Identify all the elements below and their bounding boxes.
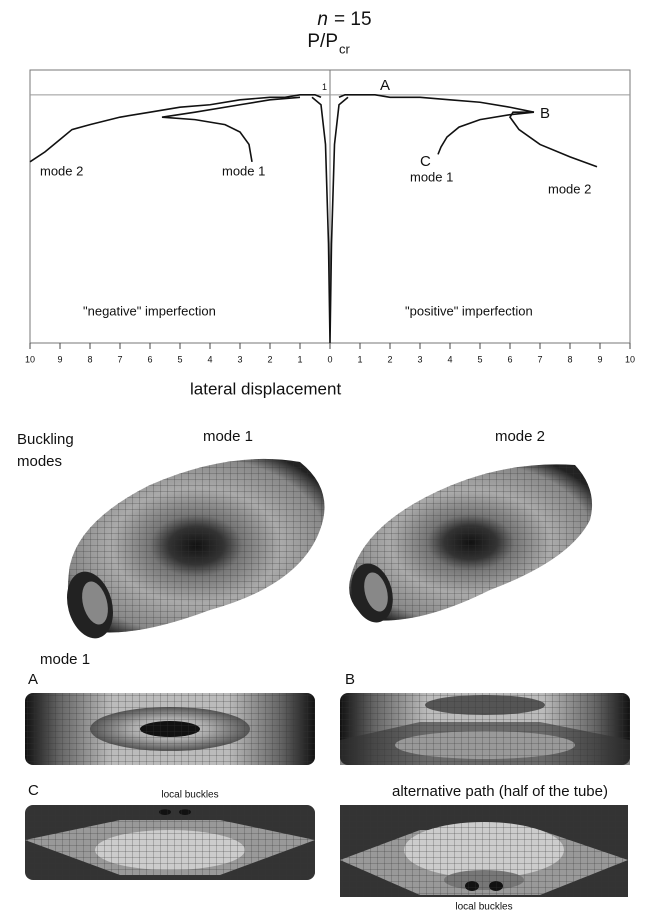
caption: mode 1 [40, 651, 90, 668]
x-tick-label: 0 [327, 354, 332, 364]
annotation: "positive" imperfection [405, 303, 533, 318]
x-tick-label: 4 [447, 354, 452, 364]
caption: local buckles [161, 790, 218, 801]
annotation: mode 2 [548, 181, 591, 196]
x-tick-label: 10 [625, 354, 635, 364]
annotation: "negative" imperfection [83, 303, 216, 318]
annotation: mode 1 [222, 163, 265, 178]
curve [510, 112, 597, 167]
panel-label: C [28, 782, 39, 799]
x-tick-label: 3 [237, 354, 242, 364]
x-tick-label: 1 [297, 354, 302, 364]
x-tick-label: 2 [267, 354, 272, 364]
x-tick-label: 3 [417, 354, 422, 364]
y-label-sub: cr [339, 41, 351, 56]
panel-label: B [345, 671, 355, 688]
y-label: P/P [307, 31, 338, 52]
tube-c [25, 805, 315, 880]
annotation: mode 2 [40, 163, 83, 178]
caption: mode 2 [495, 428, 545, 445]
x-tick-label: 5 [477, 354, 482, 364]
tube-half [340, 805, 628, 897]
title-var: n [317, 9, 328, 30]
y-tick-label: 1 [322, 82, 327, 92]
x-tick-label: 6 [147, 354, 152, 364]
x-tick-label: 9 [597, 354, 602, 364]
x-tick-label: 8 [87, 354, 92, 364]
tube-b [340, 693, 630, 765]
x-tick-label: 5 [177, 354, 182, 364]
curve [30, 95, 321, 162]
annotation: B [540, 105, 550, 122]
title: = 15 [334, 9, 372, 30]
caption: mode 1 [203, 428, 253, 445]
x-tick-label: 1 [357, 354, 362, 364]
caption: local buckles [455, 902, 512, 913]
mode2-shape [345, 464, 592, 627]
panel-label: A [28, 671, 38, 688]
x-tick-label: 9 [57, 354, 62, 364]
caption: modes [17, 453, 62, 470]
annotation: A [380, 77, 390, 94]
x-tick-label: 7 [537, 354, 542, 364]
x-tick-label: 8 [567, 354, 572, 364]
curve [339, 95, 534, 112]
x-tick-label: 4 [207, 354, 212, 364]
curve [438, 112, 534, 154]
annotation: mode 1 [410, 169, 453, 184]
x-label: lateral displacement [190, 379, 341, 398]
figure: n = 15 P/P cr lateral displacement A B C… [0, 0, 648, 916]
x-tick-label: 10 [25, 354, 35, 364]
x-tick-label: 6 [507, 354, 512, 364]
x-tick-label: 2 [387, 354, 392, 364]
caption: alternative path (half of the tube) [392, 783, 608, 800]
tube-a [25, 693, 315, 765]
mode1-shape [60, 459, 325, 644]
annotation: C [420, 153, 431, 170]
caption: Buckling [17, 431, 74, 448]
x-tick-label: 7 [117, 354, 122, 364]
